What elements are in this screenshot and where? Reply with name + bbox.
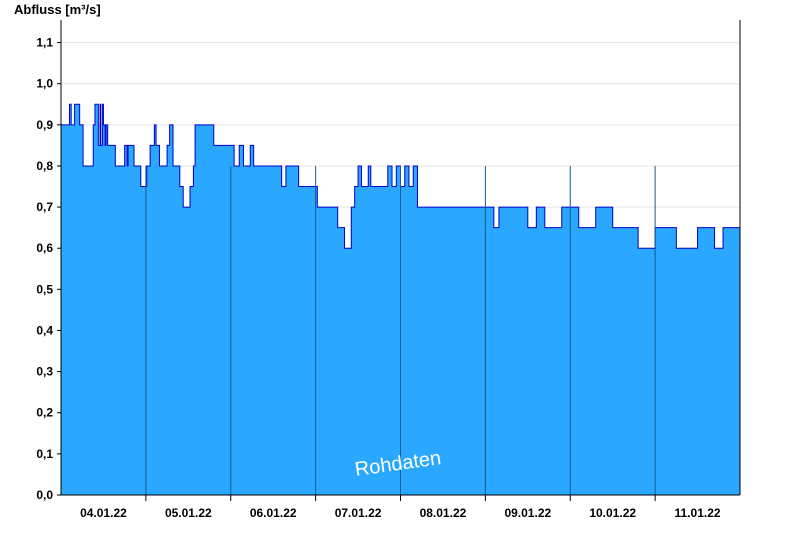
y-tick-label-4: 0,4 [36, 323, 53, 337]
y-tick-label-5: 0,5 [36, 282, 53, 296]
x-tick-label-3: 07.01.22 [335, 506, 382, 520]
y-tick-label-7: 0,7 [36, 200, 53, 214]
x-ticks: 04.01.22 05.01.22 06.01.22 07.01.22 08.01.22… [80, 506, 721, 520]
y-tick-label-6: 0,6 [36, 241, 53, 255]
y-tick-label-8: 0,8 [36, 159, 53, 173]
x-tick-label-6: 10.01.22 [589, 506, 636, 520]
y-tick-label-1: 0,1 [36, 447, 53, 461]
axes [60, 20, 741, 496]
x-tick-label-2: 06.01.22 [250, 506, 297, 520]
series-line [60, 103, 740, 249]
y-ticks: 0,0 0,1 0,2 0,3 0,4 0,5 0,6 0,7 0,8 0,9 1,0 1,1 [36, 36, 61, 502]
x-tick-label-0: 04.01.22 [80, 506, 127, 520]
x-tick-label-7: 11.01.22 [675, 506, 721, 520]
x-tick-label-5: 09.01.22 [504, 506, 551, 520]
y-tick-label-3: 0,3 [36, 365, 53, 379]
y-tick-label-2: 0,2 [36, 406, 53, 420]
y-tick-label-10: 1,0 [36, 77, 53, 91]
day-boundaries [145, 165, 656, 501]
y-tick-label-9: 0,9 [36, 118, 53, 132]
y-tick-label-0: 0,0 [36, 488, 53, 502]
x-tick-label-4: 08.01.22 [420, 506, 467, 520]
x-tick-label-1: 05.01.22 [165, 506, 212, 520]
y-tick-label-11: 1,1 [36, 36, 53, 50]
y-axis-label: Abfluss [m³/s] [14, 2, 101, 17]
